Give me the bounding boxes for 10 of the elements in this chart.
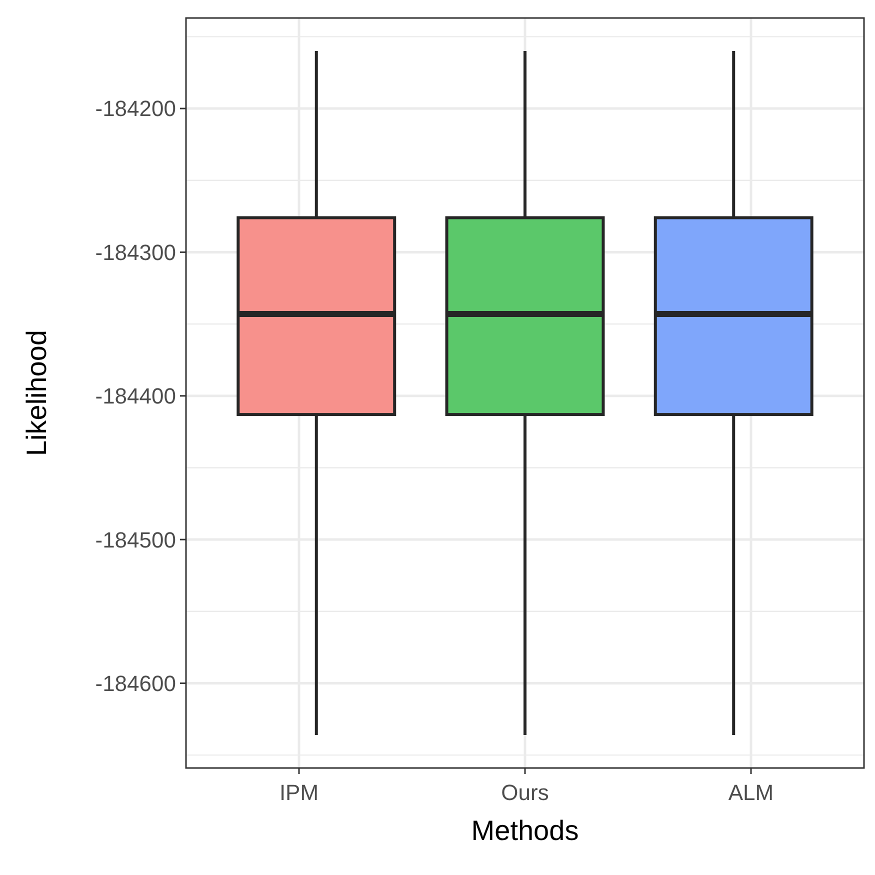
y-tick-label: -184200 bbox=[95, 96, 176, 122]
x-tick-label: Ours bbox=[501, 780, 549, 805]
y-tick-label: -184400 bbox=[95, 384, 176, 409]
y-tick-label: -184300 bbox=[95, 240, 176, 265]
y-tick-label: -184600 bbox=[95, 670, 176, 696]
y-axis-title: Likelihood bbox=[21, 330, 52, 456]
x-tick-label: IPM bbox=[279, 780, 319, 805]
x-tick-label: ALM bbox=[728, 780, 774, 805]
x-axis-title: Methods bbox=[471, 815, 579, 846]
y-tick-label: -184500 bbox=[95, 527, 176, 552]
